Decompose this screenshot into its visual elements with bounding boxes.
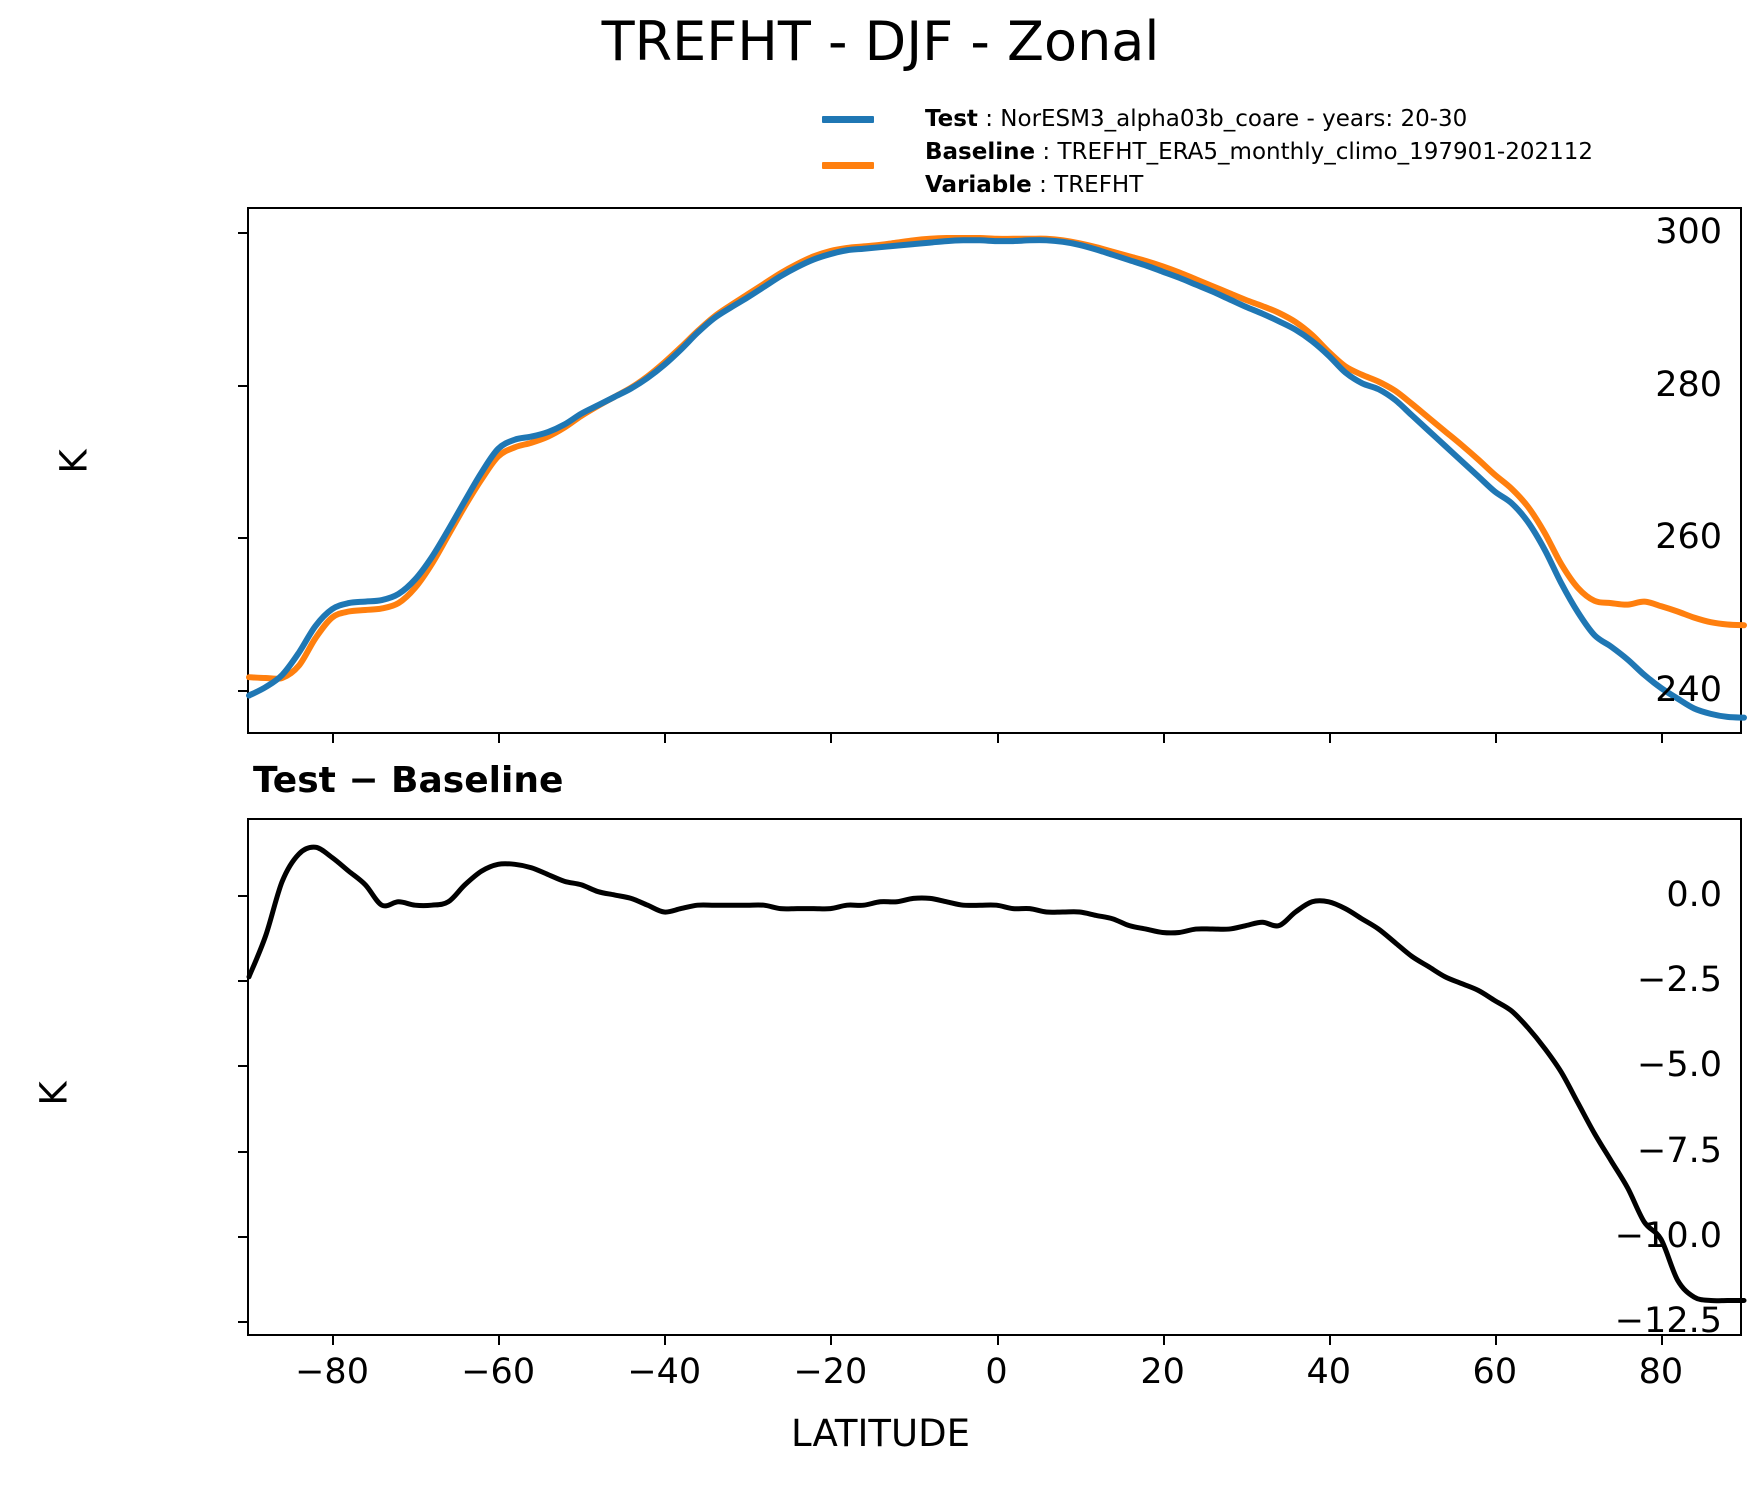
x-tick-label: −20 bbox=[793, 1352, 868, 1392]
y-tick-mark bbox=[238, 690, 249, 693]
difference-plot-area: 0.0 −2.5 −5.0 −7.5 −10.0 −12.5 −80 −60 −40 −20 0 20… bbox=[238, 818, 1747, 1392]
y-tick-mark bbox=[238, 537, 249, 540]
y-axis-label-bottom: K bbox=[32, 1081, 76, 1106]
y-tick-label: −12.5 bbox=[1614, 1300, 1722, 1341]
y-tick-mark bbox=[238, 980, 249, 983]
legend-sep-test: : bbox=[977, 106, 1001, 132]
y-tick-label: −10.0 bbox=[1614, 1215, 1722, 1256]
legend-key-variable: Variable bbox=[925, 172, 1032, 198]
legend-value-baseline: TREFHT_ERA5_monthly_climo_197901-202112 bbox=[1057, 139, 1594, 165]
x-tick-mark bbox=[830, 1334, 833, 1345]
zonal-mean-plot-area: 240 260 280 300 bbox=[238, 207, 1747, 743]
x-tick-mark bbox=[332, 732, 335, 743]
legend-sep-baseline: : bbox=[1035, 139, 1058, 165]
test-line bbox=[246, 237, 1747, 721]
legend-key-test: Test bbox=[925, 106, 978, 132]
legend-swatch-baseline bbox=[822, 162, 874, 169]
y-tick-label: 0.0 bbox=[1666, 874, 1722, 915]
x-tick-mark bbox=[498, 732, 501, 743]
y-tick-label: 300 bbox=[1655, 211, 1722, 252]
difference-subplot-title: Test − Baseline bbox=[253, 760, 564, 801]
x-tick-mark bbox=[996, 732, 999, 743]
y-tick-mark bbox=[238, 231, 249, 234]
test-minus-baseline-line bbox=[246, 844, 1747, 1304]
baseline-line bbox=[246, 234, 1747, 682]
x-tick-mark bbox=[664, 732, 667, 743]
x-tick-label: −40 bbox=[627, 1352, 702, 1392]
y-tick-label: 260 bbox=[1655, 517, 1722, 558]
legend-value-variable: TREFHT bbox=[1054, 172, 1144, 198]
x-tick-mark bbox=[1494, 732, 1497, 743]
legend: Test : NorESM3_alpha03b_coare - years: 2… bbox=[822, 103, 1755, 202]
legend-entry-baseline: Baseline : TREFHT_ERA5_monthly_climo_197… bbox=[925, 136, 1755, 169]
x-tick-mark bbox=[1660, 1334, 1663, 1345]
x-tick-mark bbox=[1328, 1334, 1331, 1345]
x-tick-label: 0 bbox=[985, 1352, 1008, 1392]
y-tick-mark bbox=[238, 1065, 249, 1068]
y-tick-mark bbox=[238, 1150, 249, 1153]
zonal-mean-curves bbox=[246, 234, 1747, 721]
legend-swatch-test bbox=[822, 116, 874, 123]
y-tick-label: 240 bbox=[1655, 670, 1722, 711]
x-tick-label: 20 bbox=[1140, 1352, 1185, 1392]
x-tick-label: −60 bbox=[461, 1352, 536, 1392]
legend-entry-variable: Variable : TREFHT bbox=[925, 169, 1755, 202]
page-title: TREFHT - DJF - Zonal bbox=[601, 10, 1160, 73]
x-tick-mark bbox=[664, 1334, 667, 1345]
legend-entry-test: Test : NorESM3_alpha03b_coare - years: 2… bbox=[925, 103, 1755, 136]
y-tick-label: −7.5 bbox=[1637, 1130, 1722, 1171]
x-tick-label: 80 bbox=[1638, 1352, 1684, 1392]
x-tick-mark bbox=[1162, 1334, 1165, 1345]
x-tick-mark bbox=[1660, 732, 1663, 743]
x-axis-label: LATITUDE bbox=[791, 1412, 970, 1455]
x-tick-label: 40 bbox=[1306, 1352, 1351, 1392]
legend-value-test: NorESM3_alpha03b_coare - years: 20-30 bbox=[1000, 106, 1468, 132]
x-tick-mark bbox=[332, 1334, 335, 1345]
y-tick-mark bbox=[238, 384, 249, 387]
y-tick-mark bbox=[238, 1235, 249, 1238]
legend-sep-variable: : bbox=[1031, 172, 1055, 198]
x-tick-label: −80 bbox=[295, 1352, 369, 1392]
legend-key-baseline: Baseline bbox=[925, 139, 1036, 165]
y-tick-mark bbox=[238, 1320, 249, 1323]
difference-curve bbox=[246, 844, 1747, 1304]
y-tick-label: −5.0 bbox=[1637, 1045, 1722, 1086]
x-tick-mark bbox=[830, 732, 833, 743]
y-tick-mark bbox=[238, 894, 249, 897]
x-tick-mark bbox=[1328, 732, 1331, 743]
y-tick-label: 280 bbox=[1655, 364, 1722, 405]
y-tick-label: −2.5 bbox=[1637, 960, 1722, 1001]
x-tick-mark bbox=[996, 1334, 999, 1345]
x-tick-mark bbox=[1494, 1334, 1497, 1345]
y-axis-label-top: K bbox=[52, 449, 96, 474]
x-tick-label: 60 bbox=[1472, 1352, 1518, 1392]
x-tick-mark bbox=[1162, 732, 1165, 743]
x-tick-mark bbox=[498, 1334, 501, 1345]
